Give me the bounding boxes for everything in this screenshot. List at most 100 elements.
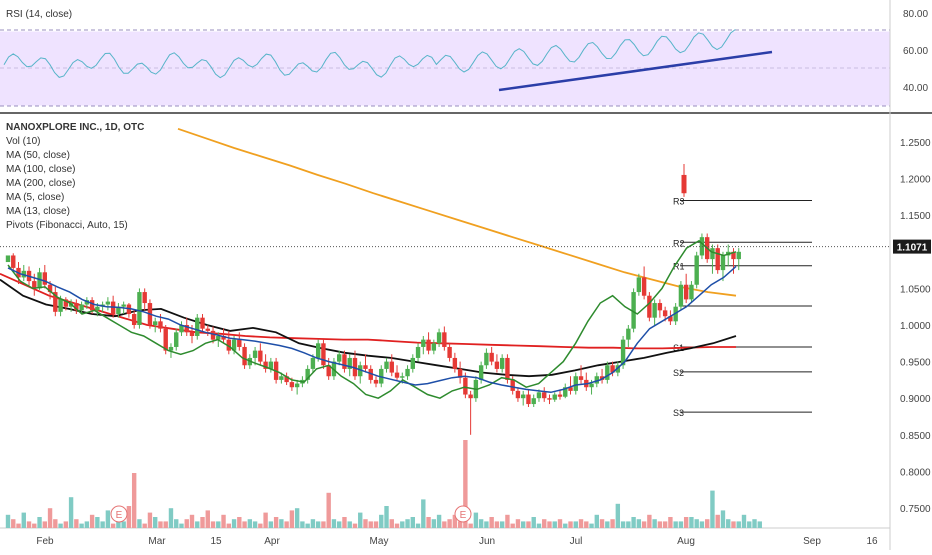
candle-body [84,300,90,305]
volume-bar [247,519,253,528]
volume-bar [358,512,363,528]
volume-bar [305,523,310,528]
candle-body [363,365,368,369]
candle-body [137,292,142,325]
volume-bar [5,514,11,528]
volume-bar [210,521,216,528]
legend-ma50: MA (50, close) [6,150,70,161]
volume-bar [363,519,368,528]
volume-bars [5,440,762,528]
x-tick-jun: Jun [479,536,495,547]
candle-body [710,248,715,260]
rsi-tick-label: 40.00 [903,83,928,94]
candle-body [447,346,452,358]
candle-body [358,365,363,377]
candle-body [478,365,484,380]
volume-bar [373,521,379,528]
candle-body [200,317,205,329]
volume-bar [116,519,121,528]
symbol-title: NANOXPLORE INC., 1D, OTC [6,122,144,133]
volume-bar [331,519,337,528]
volume-bar [531,517,536,528]
candle-body [142,292,147,304]
earnings-marker-1[interactable]: E [110,505,128,523]
x-tick-16: 16 [866,536,878,547]
volume-bar [436,514,442,528]
price-tick-label: 1.1500 [900,211,931,222]
volume-bar [126,506,132,528]
candle-body [457,368,463,378]
candle-body [89,300,95,311]
volume-bar [200,517,205,528]
volume-bar [421,499,426,528]
volume-bar [268,521,274,528]
candle-body [189,332,195,336]
volume-bar [300,521,305,528]
ma-5-line [7,265,737,394]
volume-bar [226,523,231,528]
legend-pivots: Pivots (Fibonacci, Auto, 15) [6,220,128,231]
candle-body [678,284,684,307]
volume-bar [457,521,463,528]
volume-bar [731,521,736,528]
volume-bar [384,506,389,528]
candle-body [205,328,210,331]
candle-body [163,328,168,351]
volume-bar [468,523,473,528]
x-tick-jul: Jul [570,536,583,547]
candle-body [58,299,63,312]
volume-bar [736,521,741,528]
volume-bar [705,519,710,528]
candle-body [683,284,689,300]
volume-bar [657,521,663,528]
pivot-label: R2 [673,238,685,248]
volume-bar [168,508,174,528]
legend-ma5: MA (5, close) [6,192,64,203]
candle-body [231,339,237,351]
candle-body [252,350,258,358]
volume-bar [710,490,715,528]
candle-body [210,330,216,340]
candle-body [368,368,373,380]
candle-body [720,255,726,271]
volume-bar [105,510,111,528]
candle-body [394,372,400,378]
candle-body [74,303,79,311]
ma-100-line [0,272,736,350]
candle-body [294,383,300,388]
volume-bar [720,510,726,528]
candle-body [647,295,652,318]
volume-bar [242,521,247,528]
volume-bar [394,523,400,528]
volume-bar [641,521,647,528]
earnings-marker-2[interactable]: E [454,505,472,523]
rsi-trendline[interactable] [498,50,773,92]
candle-body [494,361,500,369]
volume-bar [37,517,42,528]
volume-bar [58,523,63,528]
candle-body [310,357,316,369]
volume-bar [74,519,79,528]
pivot-label: S3 [673,408,684,418]
candle-body [668,316,673,322]
candle-body [515,390,521,399]
volume-bar [321,521,326,528]
candle-body [531,398,536,405]
price-tick-label: 1.0500 [900,284,931,295]
time-axis[interactable]: Feb Mar 15 Apr May Jun Jul Aug Sep 16 [36,536,878,547]
last-price-value: 1.1071 [897,243,928,254]
volume-bar [478,519,484,528]
volume-bar [689,517,694,528]
candle-body [568,387,573,391]
candle-body [184,325,189,333]
volume-bar [499,521,505,528]
candle-body [573,376,578,391]
volume-bar [84,521,90,528]
candle-body [258,350,263,362]
candle-body [552,394,557,400]
volume-bar [699,521,705,528]
candle-body [521,394,526,399]
candle-body [237,339,242,347]
